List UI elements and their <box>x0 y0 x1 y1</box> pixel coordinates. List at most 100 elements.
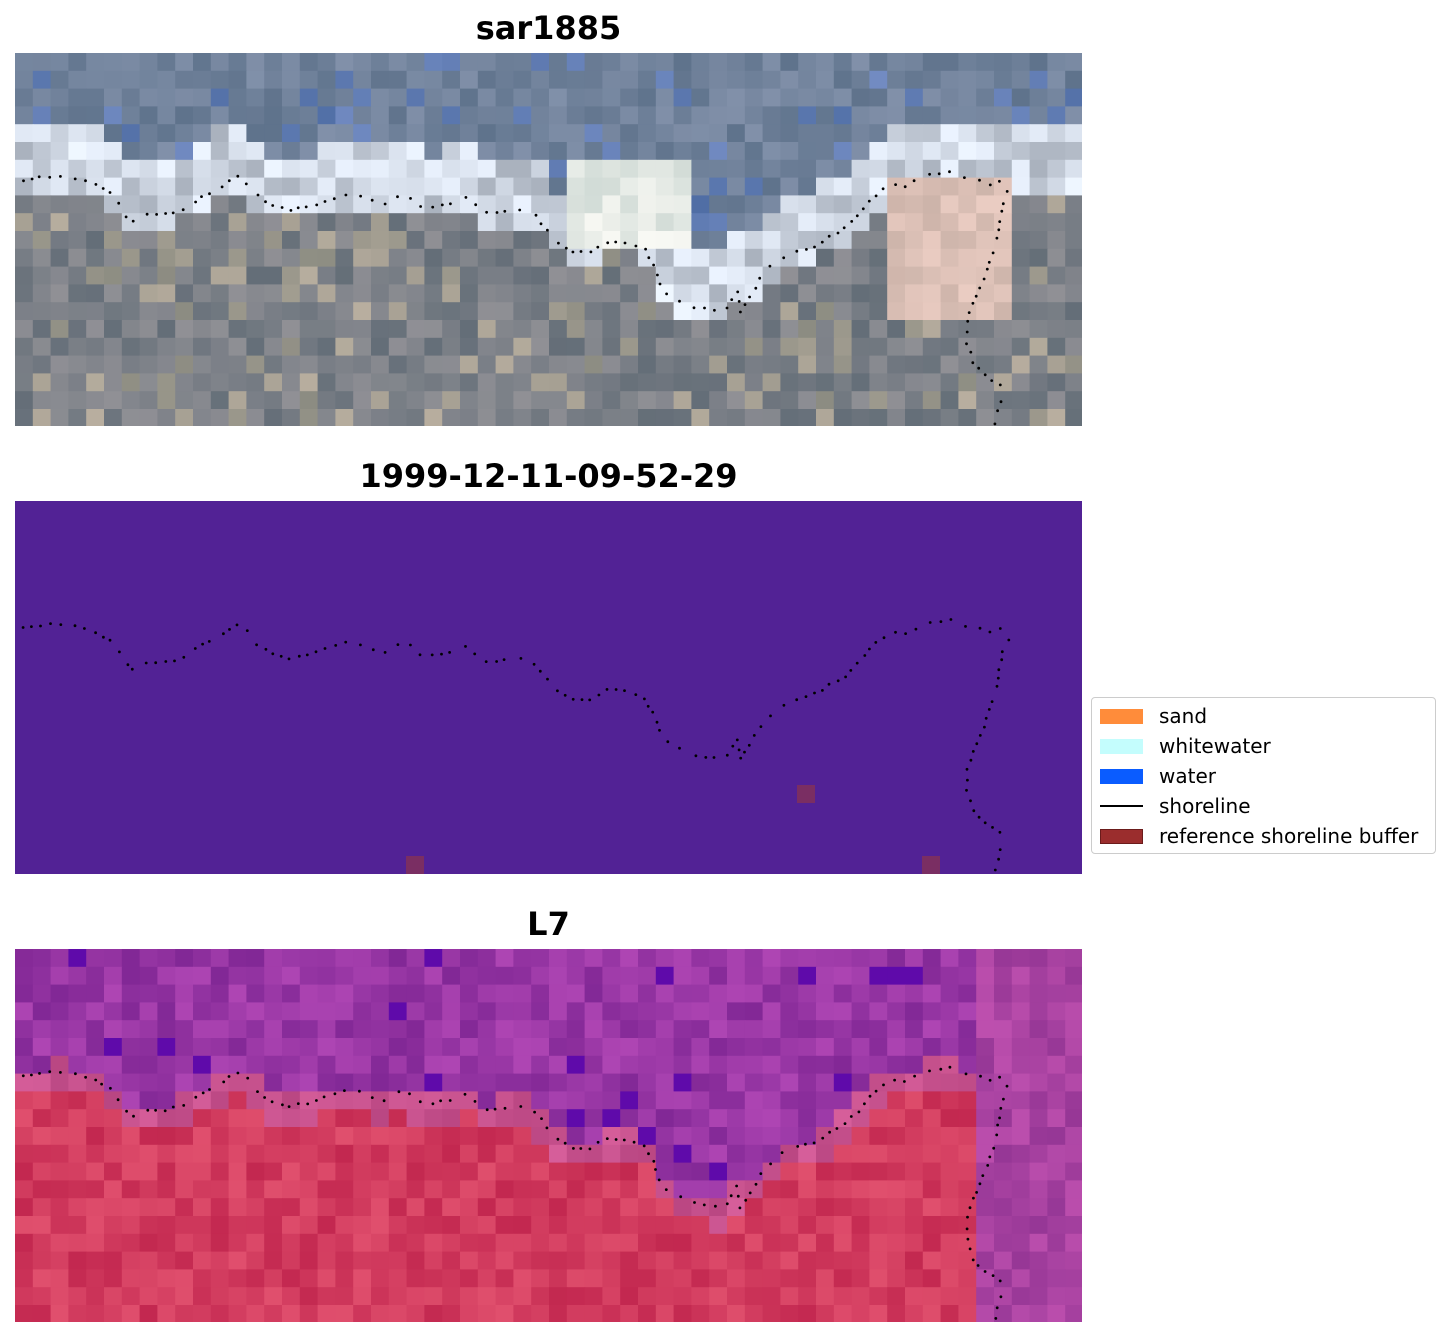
shoreline-point <box>431 1102 435 1106</box>
shoreline-point <box>30 625 33 628</box>
shoreline-point <box>678 299 681 303</box>
shoreline-point <box>759 725 763 728</box>
shoreline-point <box>971 1258 975 1262</box>
shoreline-point <box>557 241 560 245</box>
shoreline-point <box>805 248 808 251</box>
shoreline-point <box>519 657 523 660</box>
shoreline-point <box>737 748 741 752</box>
shoreline-point <box>473 652 477 656</box>
shoreline-point <box>912 179 916 183</box>
shoreline-point <box>21 1074 25 1078</box>
shoreline-point <box>323 200 327 203</box>
legend-item-water: water <box>1100 764 1216 788</box>
shoreline-point <box>813 691 816 695</box>
shoreline-point <box>315 203 319 207</box>
shoreline-point <box>358 1089 361 1093</box>
shoreline-point <box>314 650 318 654</box>
shoreline-point <box>289 209 293 212</box>
shoreline-point <box>236 174 240 178</box>
shoreline-point <box>983 1270 987 1273</box>
shoreline-point <box>623 689 626 692</box>
shoreline-point <box>264 647 268 651</box>
shoreline-point <box>359 194 362 198</box>
shoreline-point <box>969 799 972 803</box>
shoreline-point <box>713 308 716 312</box>
shoreline-point <box>999 1295 1003 1299</box>
shoreline-point <box>971 750 975 753</box>
shoreline-point <box>59 175 62 178</box>
shoreline-point <box>572 1147 575 1150</box>
shoreline-point <box>493 1107 497 1111</box>
shoreline-point <box>464 196 468 199</box>
shoreline-point <box>964 625 967 628</box>
shoreline-point <box>979 1074 982 1078</box>
shoreline-point <box>759 1172 763 1175</box>
shoreline-point <box>344 640 348 644</box>
shoreline-point <box>124 215 128 219</box>
shoreline-point <box>100 1082 103 1086</box>
shoreline-point <box>894 630 897 634</box>
shoreline-point <box>208 1088 211 1091</box>
shoreline-point <box>534 213 538 217</box>
shoreline-point <box>588 698 592 702</box>
legend-label: water <box>1159 764 1216 788</box>
shoreline-point <box>419 205 422 208</box>
shoreline-point <box>546 228 549 232</box>
shoreline-point <box>975 742 979 746</box>
shoreline-point <box>83 627 86 630</box>
shoreline-point <box>971 361 975 365</box>
shoreline-point <box>863 1102 866 1106</box>
shoreline-point <box>463 1092 467 1096</box>
shoreline-point <box>769 714 772 718</box>
shoreline-point <box>988 630 992 634</box>
shoreline-point <box>996 409 999 413</box>
shoreline-point <box>948 170 951 174</box>
shoreline-point <box>997 668 1001 672</box>
shoreline-point <box>651 710 655 714</box>
index-image <box>15 949 1082 1322</box>
shoreline-point <box>812 1141 816 1145</box>
shoreline-point <box>245 629 249 632</box>
shoreline-point <box>154 1108 158 1112</box>
shoreline-point <box>359 643 362 647</box>
shoreline-point <box>966 1215 969 1219</box>
shoreline-point <box>503 209 507 213</box>
shoreline-point <box>563 693 567 697</box>
shoreline-point <box>725 306 729 310</box>
shoreline-point <box>703 306 706 310</box>
shoreline-point <box>694 754 698 758</box>
shoreline-point <box>881 187 885 191</box>
shoreline-point <box>844 675 847 679</box>
shoreline-point <box>1005 1084 1009 1088</box>
shoreline-point <box>914 627 918 631</box>
shoreline-swatch <box>1100 805 1143 807</box>
shoreline-point <box>449 202 452 206</box>
shoreline-point <box>903 185 907 189</box>
shoreline-point <box>998 1116 1001 1120</box>
shoreline-point <box>579 250 583 253</box>
shoreline-point <box>200 195 203 199</box>
shoreline-point <box>22 179 25 183</box>
shoreline-point <box>983 821 987 825</box>
whitewater-swatch <box>1100 738 1143 754</box>
shoreline-point <box>987 708 991 711</box>
shoreline-point <box>579 1147 583 1150</box>
shoreline-point <box>146 1108 150 1112</box>
shoreline-point <box>643 697 646 701</box>
shoreline-point <box>21 626 25 629</box>
shoreline-point <box>965 330 969 334</box>
shoreline-point <box>725 1202 729 1206</box>
shoreline-point <box>182 1104 186 1107</box>
shoreline-point <box>614 1138 618 1141</box>
shoreline-point <box>928 172 931 176</box>
shoreline-point <box>988 183 992 187</box>
legend-item-buffer: reference shoreline buffer <box>1100 824 1418 848</box>
shoreline-point <box>596 245 600 249</box>
shoreline-point <box>440 652 443 656</box>
shoreline-point <box>991 826 994 829</box>
shoreline-point <box>614 688 618 691</box>
panel-title-1: sar1885 <box>475 9 622 47</box>
shoreline-point <box>194 1095 198 1099</box>
shoreline-point <box>271 204 275 207</box>
shoreline-point <box>827 682 831 686</box>
